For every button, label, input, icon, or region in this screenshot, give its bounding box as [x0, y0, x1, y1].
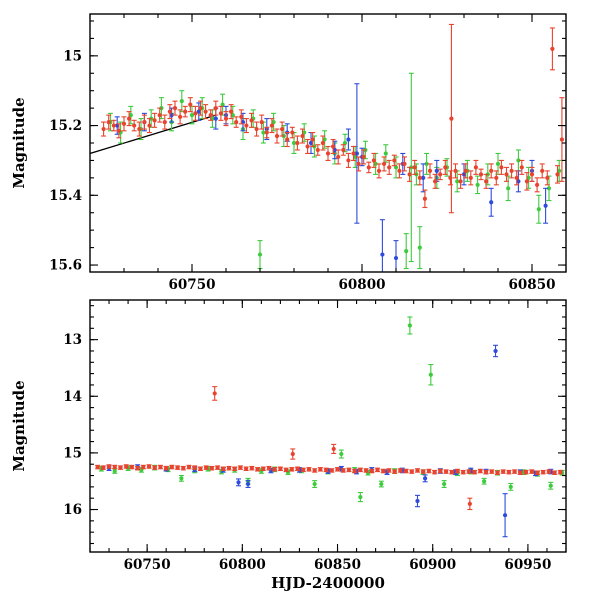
- axes-frame: [89, 299, 567, 553]
- y-tick-label: 15.2: [49, 118, 82, 134]
- bottom-panel: 60750 60800 60850 60900 60950 13 14 15 16 Magnitu…: [10, 299, 567, 592]
- series-red: [95, 386, 563, 511]
- series-red: [101, 23, 565, 214]
- x-axis-label: HJD-2400000: [271, 574, 385, 592]
- y-tick-label: 16: [63, 502, 82, 518]
- y-axis-label: Magnitude: [10, 380, 28, 471]
- y-tick-label: 15: [63, 445, 82, 461]
- x-tick-label: 60750: [169, 277, 216, 293]
- x-tick-label: 60800: [219, 557, 266, 573]
- y-tick-label: 13: [63, 332, 82, 348]
- y-tick-label: 15: [63, 48, 82, 64]
- x-tick-label: 60900: [409, 557, 456, 573]
- y-axis-label: Magnitude: [10, 97, 28, 188]
- ticks: [89, 14, 567, 272]
- series-blue: [106, 344, 554, 538]
- series-green: [107, 72, 562, 270]
- y-tick-label: 14: [63, 389, 82, 405]
- series-green: [98, 316, 565, 503]
- x-tick-label: 60850: [509, 277, 556, 293]
- x-tick-label: 60850: [314, 557, 361, 573]
- model-line: [90, 114, 216, 155]
- data-layer: [90, 23, 565, 272]
- x-tick-label: 60750: [124, 557, 171, 573]
- data-layer: [95, 316, 565, 538]
- x-tick-label: 60950: [504, 557, 551, 573]
- x-tick-label: 60800: [339, 277, 386, 293]
- axes-frame: [89, 13, 567, 273]
- y-tick-label: 15.4: [49, 188, 82, 204]
- y-tick-label: 15.6: [49, 258, 82, 274]
- ticks: [89, 300, 567, 552]
- top-panel: 60750 60800 60850 15 15.2 15.4 15.6 Magnitude: [10, 13, 567, 293]
